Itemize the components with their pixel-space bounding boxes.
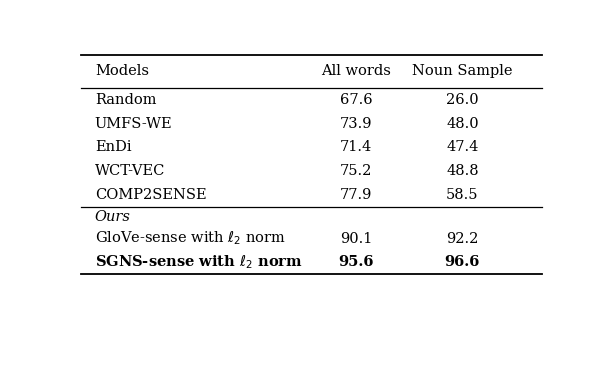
Text: EnDi: EnDi [95,141,131,154]
Text: 96.6: 96.6 [444,255,480,269]
Text: SGNS-sense with $\ell_2$ norm: SGNS-sense with $\ell_2$ norm [95,254,303,271]
Text: Ours: Ours [95,210,131,224]
Text: 75.2: 75.2 [340,164,373,179]
Text: WCT-VEC: WCT-VEC [95,164,165,179]
Text: 26.0: 26.0 [446,93,478,107]
Text: Random: Random [95,93,156,107]
Text: 58.5: 58.5 [446,188,478,202]
Text: 73.9: 73.9 [340,116,373,131]
Text: COMP2SENSE: COMP2SENSE [95,188,207,202]
Text: 48.0: 48.0 [446,116,478,131]
Text: Noun Sample: Noun Sample [412,64,513,78]
Text: 90.1: 90.1 [340,232,373,246]
Text: 47.4: 47.4 [446,141,478,154]
Text: 71.4: 71.4 [340,141,373,154]
Text: UMFS-WE: UMFS-WE [95,116,173,131]
Text: GloVe-sense with $\ell_2$ norm: GloVe-sense with $\ell_2$ norm [95,230,286,247]
Text: Models: Models [95,64,149,78]
Text: 77.9: 77.9 [340,188,373,202]
Text: 95.6: 95.6 [339,255,374,269]
Text: 67.6: 67.6 [340,93,373,107]
Text: All words: All words [322,64,392,78]
Text: 92.2: 92.2 [446,232,478,246]
Text: 48.8: 48.8 [446,164,478,179]
